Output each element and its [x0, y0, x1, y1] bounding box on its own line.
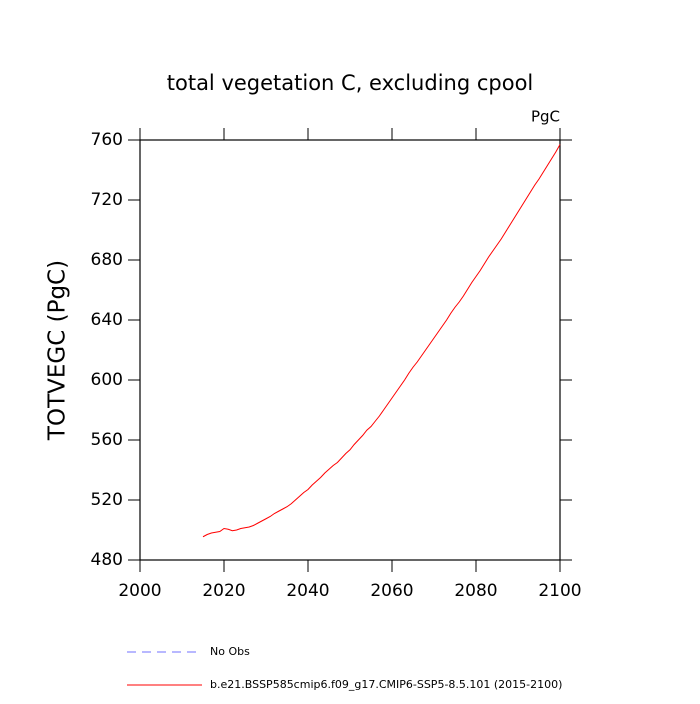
x-tick-label: 2020 — [202, 581, 245, 601]
y-tick-label: 480 — [91, 550, 123, 570]
y-tick-label: 560 — [91, 430, 123, 450]
y-axis-label: TOTVEGC (PgC) — [45, 260, 71, 441]
y-tick-label: 640 — [91, 310, 123, 330]
y-tick-label: 680 — [91, 250, 123, 270]
x-tick-label: 2040 — [286, 581, 329, 601]
legend-label: b.e21.BSSP585cmip6.f09_g17.CMIP6-SSP5-8.… — [210, 678, 562, 691]
x-tick-label: 2080 — [454, 581, 497, 601]
y-tick-label: 760 — [91, 130, 123, 150]
units-label: PgC — [531, 108, 560, 126]
data-line — [202, 144, 561, 538]
x-tick-label: 2000 — [118, 581, 161, 601]
y-tick-label: 600 — [91, 370, 123, 390]
y-tick-label: 520 — [91, 490, 123, 510]
y-tick-label: 720 — [91, 190, 123, 210]
x-tick-label: 2100 — [538, 581, 581, 601]
x-tick-label: 2060 — [370, 581, 413, 601]
chart-title: total vegetation C, excluding cpool — [167, 71, 534, 95]
legend-label: No Obs — [210, 645, 250, 658]
plot-frame — [139, 139, 561, 561]
